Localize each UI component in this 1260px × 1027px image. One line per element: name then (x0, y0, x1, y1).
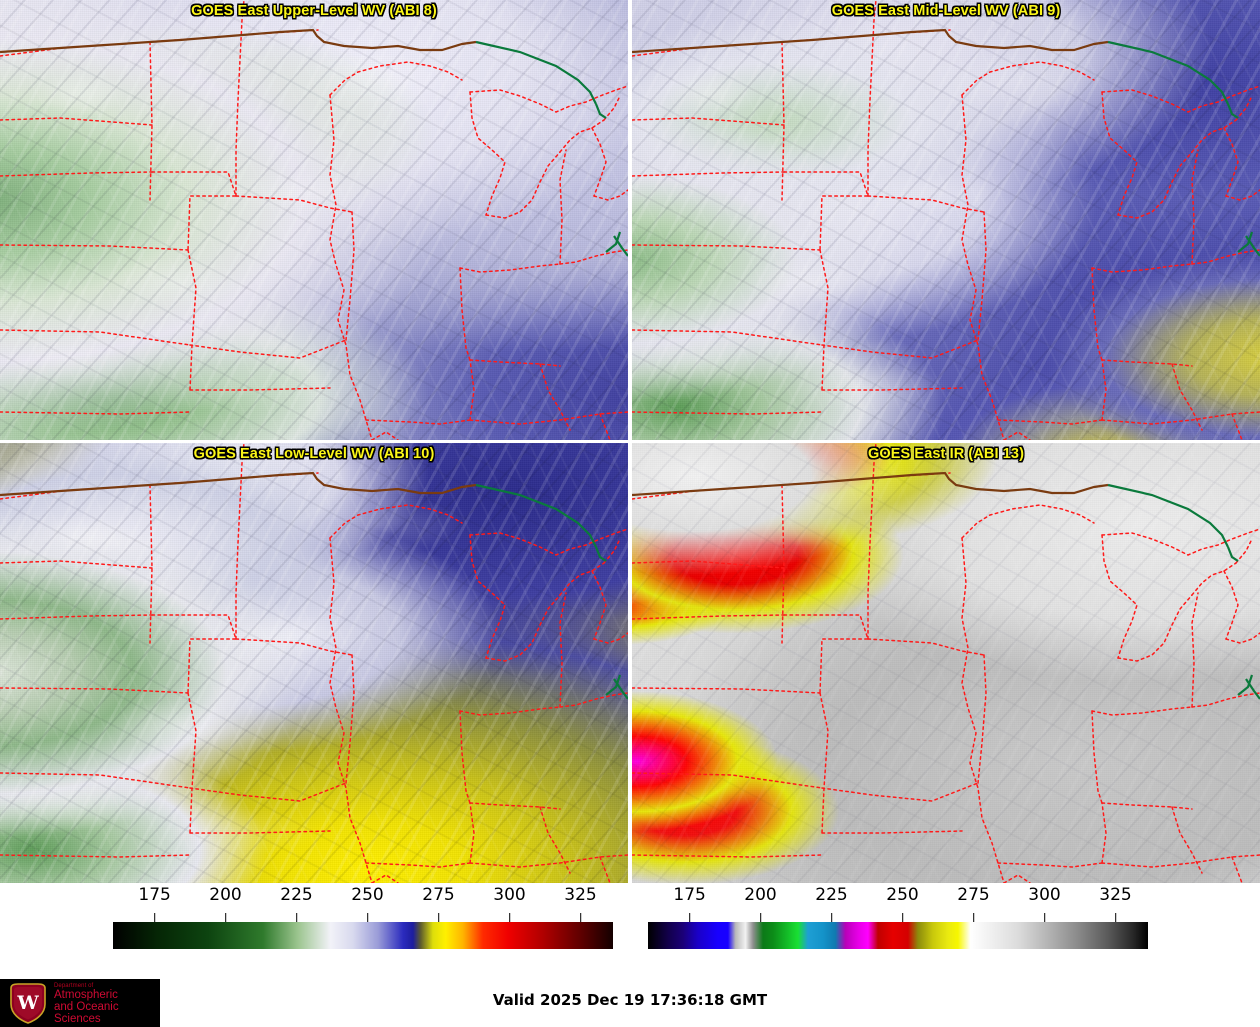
colorbar-row: 175 200 225 250 275 300 325 175 (0, 883, 1260, 979)
imagery-noise-layer (0, 0, 628, 440)
logo-name-line-1: Atmospheric (54, 989, 118, 1002)
wv-tick-label: 300 (493, 885, 526, 905)
panel-infrared[interactable]: GOES East IR (ABI 13) (632, 443, 1260, 883)
wv-colorbar[interactable]: 175 200 225 250 275 300 325 (113, 883, 613, 979)
ir-tick-mark (901, 913, 904, 922)
imagery-noise-layer (632, 0, 1260, 440)
wv-tick-label: 200 (209, 885, 242, 905)
imagery-noise-layer (0, 443, 628, 883)
ir-colorbar-gradient (648, 922, 1148, 949)
wv-tick-label: 325 (564, 885, 597, 905)
ir-colorbar[interactable]: 175 200 225 250 275 300 325 (648, 883, 1148, 979)
satellite-image-upper-level-wv (0, 0, 628, 440)
ir-tick-mark (1043, 913, 1046, 922)
ir-tick-mark (830, 913, 833, 922)
uw-aos-logo[interactable]: W Department of Atmospheric and Oceanic … (0, 979, 160, 1027)
wv-tick-label: 250 (351, 885, 384, 905)
wv-tick-mark (295, 913, 298, 922)
ir-tick-label: 325 (1099, 885, 1132, 905)
wv-tick-mark (508, 913, 511, 922)
panel-low-level-wv[interactable]: GOES East Low-Level WV (ABI 10) (0, 443, 628, 883)
wv-tick-label: 225 (280, 885, 313, 905)
ir-tick-label: 225 (815, 885, 848, 905)
wv-tick-label: 175 (138, 885, 171, 905)
logo-department-line: Department of (54, 983, 94, 989)
ir-tick-label: 200 (744, 885, 777, 905)
ir-tick-mark (972, 913, 975, 922)
imagery-noise-layer (632, 443, 1260, 883)
logo-name-line-2: and Oceanic Sciences (54, 1000, 119, 1025)
wv-colorbar-ticks (113, 913, 613, 922)
ir-tick-mark (759, 913, 762, 922)
uw-crest-letter: W (16, 992, 39, 1014)
wv-tick-mark (366, 913, 369, 922)
ir-tick-mark (1114, 913, 1117, 922)
ir-tick-label: 175 (673, 885, 706, 905)
panel-grid: GOES East Upper-Level WV (ABI 8) (0, 0, 1260, 883)
panel-upper-level-wv[interactable]: GOES East Upper-Level WV (ABI 8) (0, 0, 628, 440)
wv-tick-label: 275 (422, 885, 455, 905)
ir-tick-mark (688, 913, 691, 922)
wv-colorbar-gradient (113, 922, 613, 949)
panel-mid-level-wv[interactable]: GOES East Mid-Level WV (ABI 9) (632, 0, 1260, 440)
uw-crest-icon: W (10, 983, 46, 1024)
wv-colorbar-tick-labels: 175 200 225 250 275 300 325 (113, 883, 613, 913)
wv-tick-mark (224, 913, 227, 922)
ir-tick-label: 275 (957, 885, 990, 905)
ir-tick-label: 300 (1028, 885, 1061, 905)
valid-time-text: Valid 2025 Dec 19 17:36:18 GMT (492, 991, 768, 1009)
ir-colorbar-tick-labels: 175 200 225 250 275 300 325 (648, 883, 1148, 913)
satellite-image-mid-level-wv (632, 0, 1260, 440)
footer: W Department of Atmospheric and Oceanic … (0, 979, 1260, 1027)
ir-colorbar-ticks (648, 913, 1148, 922)
uw-aos-logo-text: Department of Atmospheric and Oceanic Sc… (54, 983, 158, 1025)
wv-tick-mark (579, 913, 582, 922)
wv-tick-mark (153, 913, 156, 922)
satellite-image-low-level-wv (0, 443, 628, 883)
satellite-image-infrared (632, 443, 1260, 883)
ir-tick-label: 250 (886, 885, 919, 905)
wv-tick-mark (437, 913, 440, 922)
